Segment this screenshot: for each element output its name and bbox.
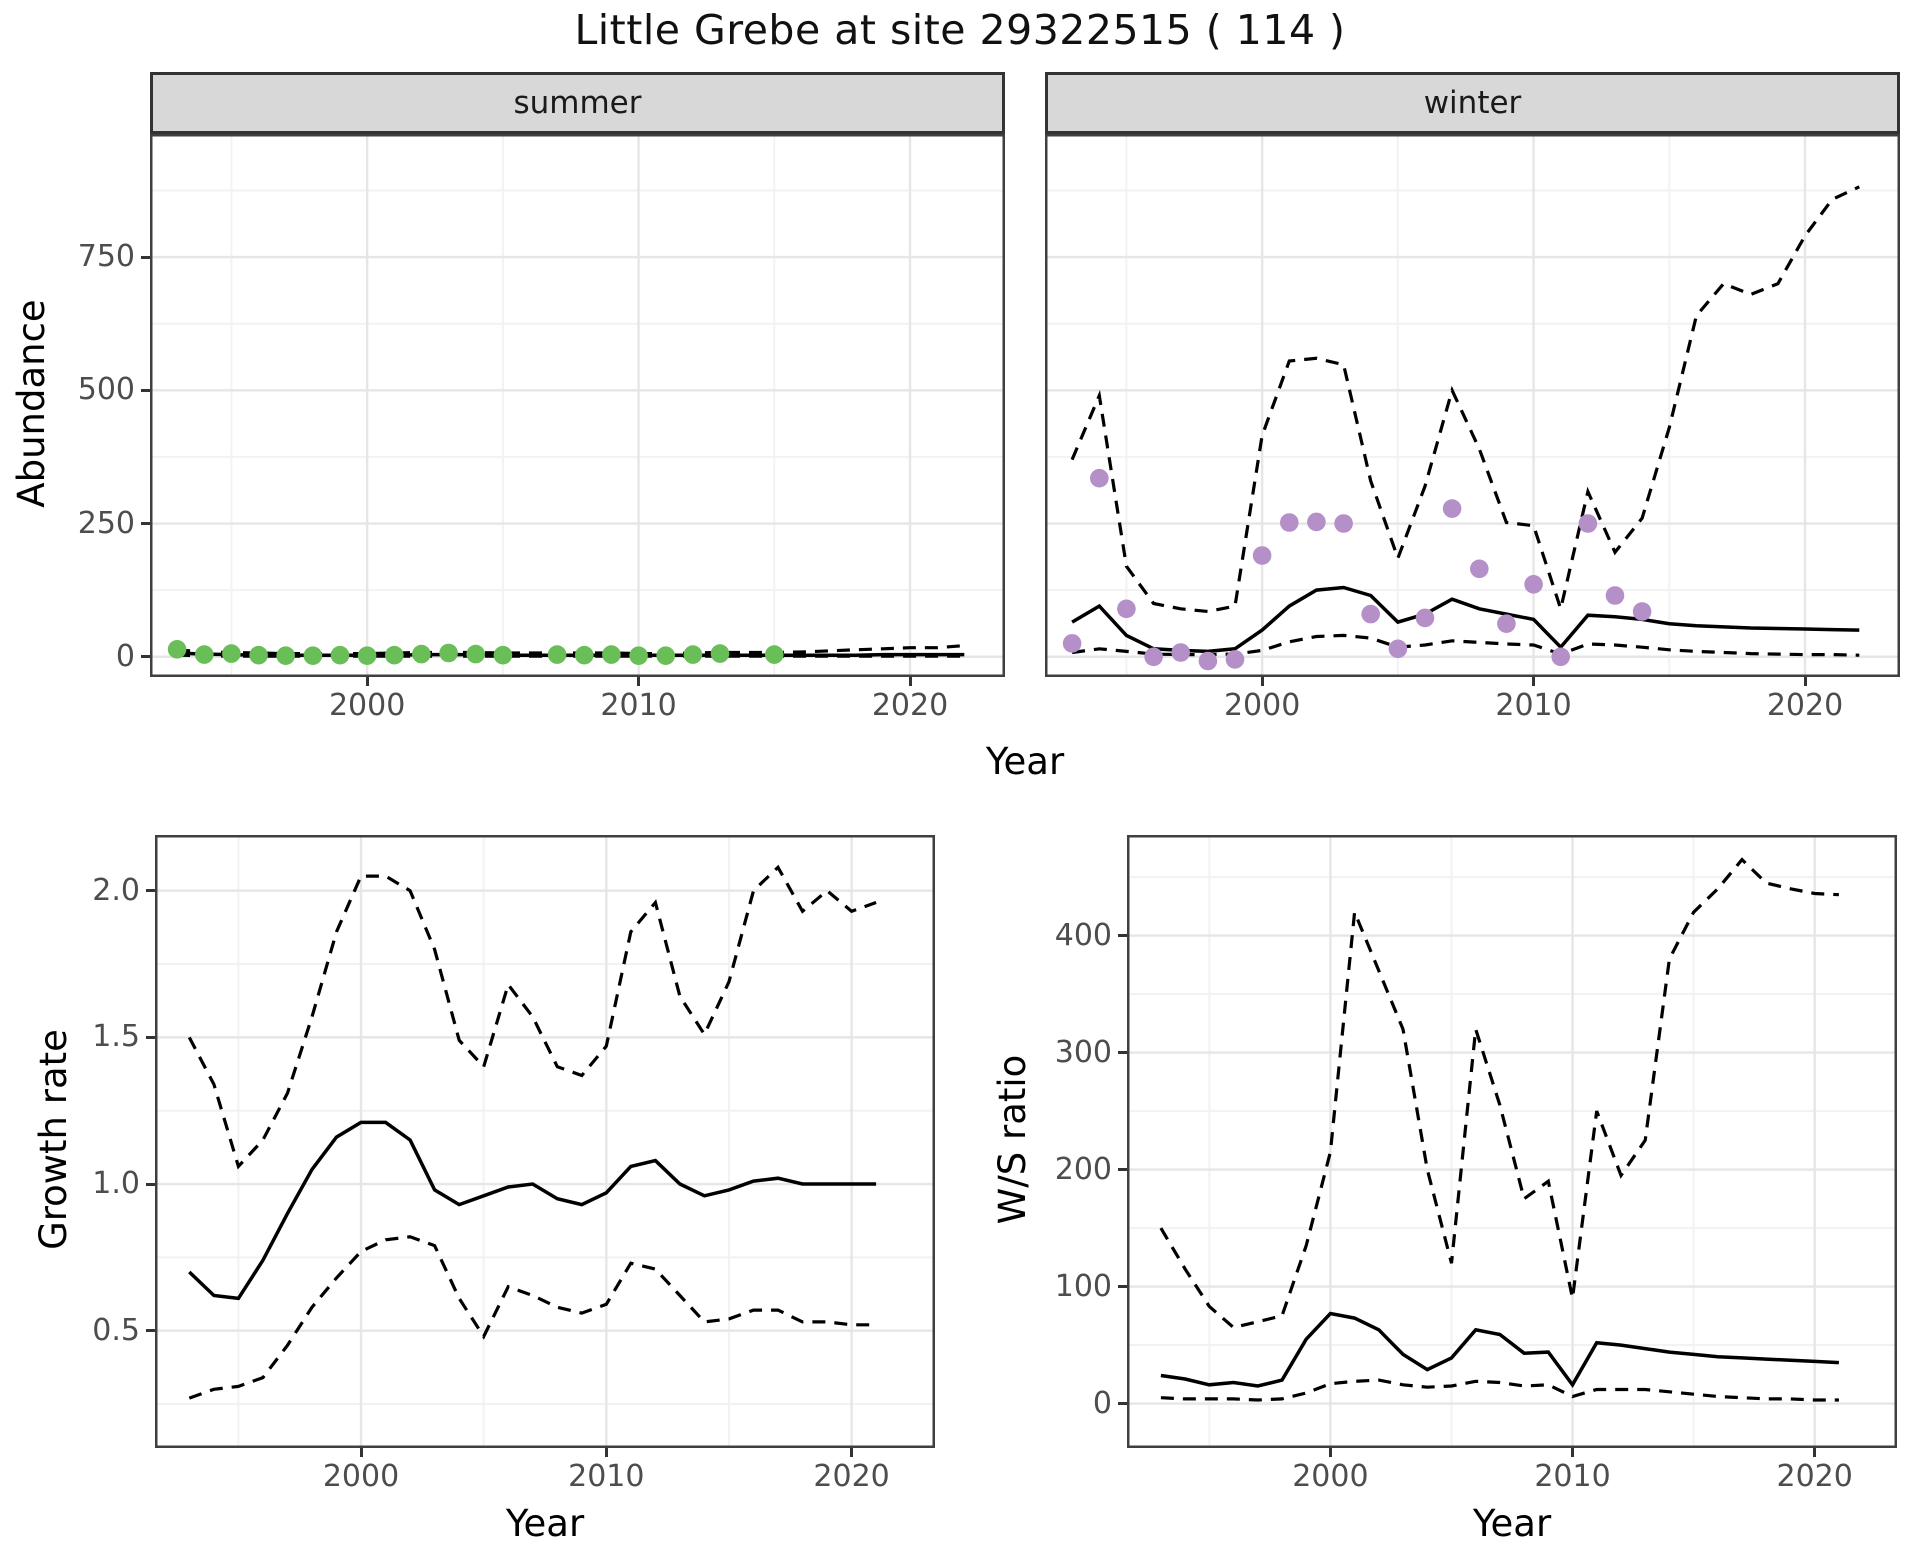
- panel-winter-abundance: 2000 2010 2020: [1045, 134, 1900, 723]
- x-tick-mark: [1260, 677, 1264, 686]
- y-tick-label: 2.0: [92, 872, 140, 908]
- x-tick-mark: [604, 1448, 608, 1457]
- y-tick-mark: [141, 522, 150, 526]
- y-tick-mark: [1118, 1285, 1127, 1289]
- y-tick-mark: [146, 889, 155, 893]
- x-tick-label: 2000: [1292, 1459, 1369, 1494]
- panel-ws-ratio: 2000 2010 2020 0 100 200 300 400: [1055, 835, 1897, 1494]
- x-tick-label: 2010: [600, 688, 677, 723]
- y-tick-label: 400: [1054, 917, 1112, 953]
- abundance-axis-title: Abundance: [10, 299, 53, 508]
- winter-median-line: [1071, 585, 1860, 654]
- winter-observed-points: [1062, 468, 1652, 671]
- x-tick-label: 2010: [1534, 1459, 1611, 1494]
- y-tick-mark: [146, 1182, 155, 1186]
- x-tick-mark: [359, 1448, 363, 1457]
- x-tick-label: 2010: [1495, 688, 1572, 723]
- x-tick-mark: [1532, 677, 1536, 686]
- facet-strip-winter: winter: [1045, 72, 1900, 134]
- y-tick-mark: [1118, 1051, 1127, 1055]
- x-tick-mark: [365, 677, 369, 686]
- y-tick-mark: [141, 255, 150, 259]
- page-title: Little Grebe at site 29322515 ( 114 ): [574, 6, 1346, 54]
- x-tick-mark: [850, 1448, 854, 1457]
- x-tick-mark: [1813, 1448, 1817, 1457]
- summer-observed-points: [167, 640, 784, 665]
- y-tick-label: 200: [1054, 1151, 1112, 1187]
- y-tick-label: 500: [77, 372, 135, 408]
- winter-plot-area: [1045, 134, 1900, 677]
- ws-upper-ci-line: [1159, 857, 1839, 1330]
- growth-rate-axis-title: Growth rate: [32, 1029, 75, 1250]
- facet-strip-winter-label: winter: [1423, 85, 1522, 121]
- summer-upper-ci-line: [176, 644, 965, 656]
- y-tick-label: 300: [1054, 1034, 1112, 1070]
- winter-upper-ci-line: [1070, 185, 1860, 615]
- panel-summer-abundance: 2000 2010 2020 0 250 500 750: [78, 134, 1005, 723]
- x-tick-mark: [1803, 677, 1807, 686]
- y-tick-mark: [146, 1329, 155, 1333]
- x-tick-label: 2020: [871, 688, 949, 723]
- y-tick-mark: [1118, 1402, 1127, 1406]
- x-tick-label: 2000: [322, 1459, 400, 1494]
- facet-strip-summer-label: summer: [513, 85, 642, 121]
- y-tick-mark: [146, 1035, 155, 1039]
- winter-lower-ci-line: [1071, 633, 1860, 657]
- x-tick-mark: [908, 677, 912, 686]
- y-tick-label: 0: [115, 638, 135, 674]
- y-tick-label: 0.5: [92, 1312, 140, 1348]
- x-tick-mark: [637, 677, 641, 686]
- x-tick-label: 2020: [1776, 1459, 1853, 1494]
- x-tick-label: 2000: [328, 688, 406, 723]
- growth-upper-ci-line: [187, 864, 877, 1170]
- ws-ratio-axis-title: W/S ratio: [991, 1054, 1034, 1225]
- x-tick-label: 2020: [1766, 688, 1844, 723]
- ws-lower-ci-line: [1160, 1378, 1839, 1402]
- y-tick-label: 1.0: [92, 1166, 140, 1202]
- ws-year-axis-title: Year: [1472, 1502, 1552, 1545]
- panel-growth-rate: 2000 2010 2020 0.5 1.0 1.5 2.0: [92, 835, 935, 1494]
- y-tick-mark: [141, 655, 150, 659]
- growth-lower-ci-line: [188, 1235, 877, 1400]
- y-tick-mark: [141, 388, 150, 392]
- growth-plot-area: [155, 835, 935, 1448]
- ws-median-line: [1160, 1311, 1839, 1388]
- x-tick-label: 2020: [813, 1459, 890, 1494]
- y-tick-label: 0: [1092, 1385, 1112, 1421]
- y-tick-label: 750: [77, 239, 135, 275]
- y-tick-label: 250: [77, 505, 135, 541]
- x-tick-mark: [1571, 1448, 1575, 1457]
- y-tick-mark: [1118, 1168, 1127, 1172]
- y-tick-mark: [1118, 934, 1127, 938]
- y-tick-label: 100: [1054, 1268, 1112, 1304]
- x-tick-label: 2000: [1223, 688, 1301, 723]
- growth-year-axis-title: Year: [505, 1502, 585, 1545]
- top-year-axis-title: Year: [985, 740, 1065, 783]
- x-tick-label: 2010: [568, 1459, 645, 1494]
- y-tick-label: 1.5: [92, 1019, 140, 1055]
- x-tick-mark: [1328, 1448, 1332, 1457]
- facet-strip-summer: summer: [150, 72, 1005, 134]
- summer-plot-area: [150, 134, 1005, 677]
- ws-plot-area: [1127, 835, 1897, 1448]
- growth-median-line: [188, 1120, 877, 1301]
